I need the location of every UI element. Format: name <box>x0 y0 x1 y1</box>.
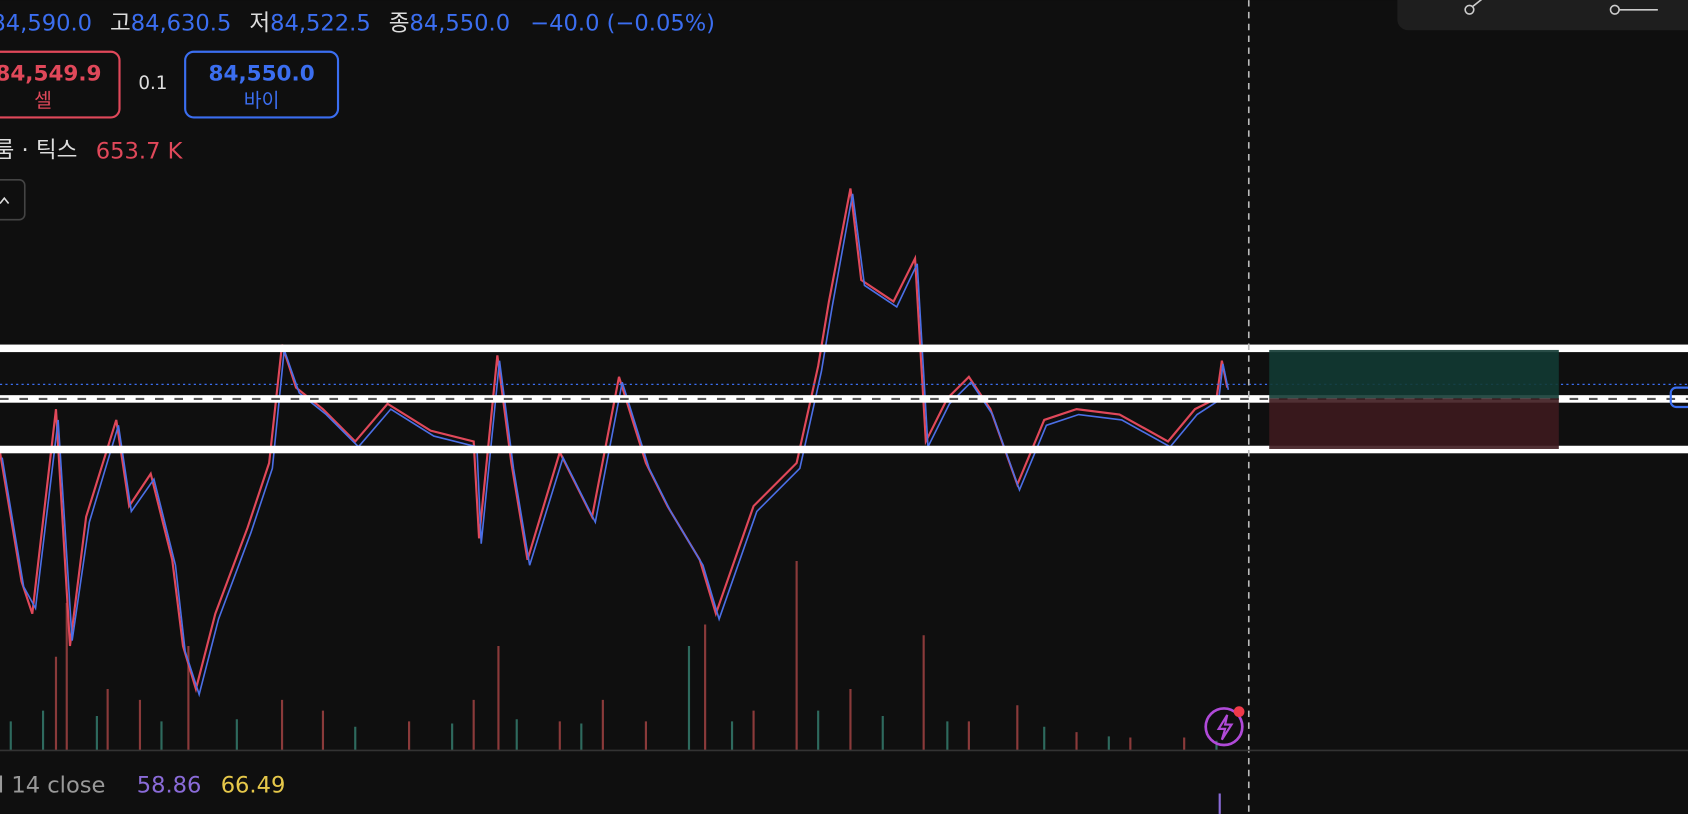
tool-trendline-stem <box>1472 0 1483 8</box>
collapse-button[interactable] <box>0 179 26 221</box>
volume-red <box>54 560 1186 751</box>
indicator-value-1: 58.86 <box>137 772 202 798</box>
price-handle[interactable] <box>1669 386 1688 409</box>
buy-label: 바이 <box>244 89 280 112</box>
alert-icon[interactable] <box>1204 707 1244 747</box>
support-line <box>0 445 1688 454</box>
entry-line <box>0 395 1688 403</box>
sell-label: 셀 <box>34 89 52 112</box>
drawing-toolbar <box>1397 0 1688 31</box>
tool-trendline[interactable] <box>1464 4 1475 15</box>
profit-zone <box>1269 349 1559 399</box>
volume-green <box>9 645 1218 751</box>
alert-bolt <box>1216 714 1234 741</box>
buy-button[interactable] <box>184 50 340 119</box>
buy-price: 84,550.0 <box>209 61 315 86</box>
collapse-icon <box>0 196 10 205</box>
indicator-value-2: 66.49 <box>221 772 286 798</box>
volume-bars <box>9 560 1218 751</box>
low-value: 84,522.5 <box>270 10 371 36</box>
open-value: 84,590.0 <box>0 10 92 36</box>
loss-zone <box>1269 398 1559 449</box>
close-label: 종 <box>389 10 410 36</box>
change-value: −40.0 (−0.05%) <box>530 10 715 36</box>
close-value: 84,550.0 <box>410 10 511 36</box>
sell-button[interactable] <box>0 50 121 119</box>
low-label: 저 <box>249 10 270 36</box>
price-line-blue <box>1 193 1230 698</box>
high-value: 84,630.5 <box>131 10 232 36</box>
alert-dot <box>1233 706 1245 718</box>
high-label: 고 <box>110 10 131 36</box>
resistance-line <box>0 344 1688 353</box>
volume-label: 룸 · 틱스 <box>0 137 77 163</box>
indicator-label: l 14 close <box>0 772 105 798</box>
ohlc-legend: 84,590.0 고84,630.5 저84,522.5 종84,550.0 −… <box>0 10 715 36</box>
spread: 0.1 <box>138 73 167 94</box>
volume-value: 653.7 K <box>96 138 184 164</box>
sell-price: 84,549.9 <box>0 61 102 86</box>
